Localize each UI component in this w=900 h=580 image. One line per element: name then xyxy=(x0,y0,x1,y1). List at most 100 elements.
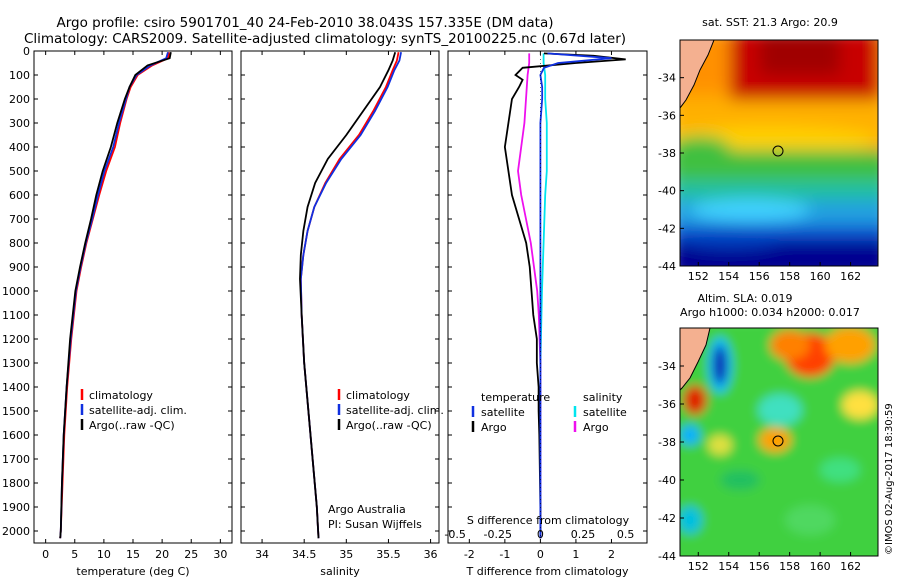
sst-lon-tick-label: 152 xyxy=(688,270,709,283)
temp-legend-label: Argo(..raw -QC) xyxy=(89,419,175,432)
figure-title-line1: Argo profile: csiro 5901701_40 24-Feb-20… xyxy=(57,15,554,31)
sst-lon-tick-label: 156 xyxy=(749,270,770,283)
legend-title-temperature: temperature xyxy=(481,391,550,404)
sst-lon-tick-label: 154 xyxy=(718,270,739,283)
sst-lat-tick-label: -42 xyxy=(658,222,676,235)
sla-lon-tick-label: 156 xyxy=(749,560,770,573)
depth-tick-label: 200 xyxy=(9,93,30,106)
sst-lat-tick-label: -40 xyxy=(658,185,676,198)
depth-tick-label: 1800 xyxy=(2,477,30,490)
sal-x-tick-label: 34.5 xyxy=(292,548,317,561)
sla-map-subtitle: Argo h1000: 0.034 h2000: 0.017 xyxy=(680,306,860,319)
depth-tick-label: 100 xyxy=(9,69,30,82)
sst-map-title: sat. SST: 21.3 Argo: 20.9 xyxy=(702,16,838,29)
diff-series-line xyxy=(503,52,626,539)
sst-lat-tick-label: -38 xyxy=(658,147,676,160)
sla-lat-tick-label: -40 xyxy=(658,474,676,487)
sla-float-marker xyxy=(772,435,784,447)
sla-lat-tick-label: -38 xyxy=(658,436,676,449)
temp-x-tick-label: 15 xyxy=(126,548,140,561)
sla-field xyxy=(680,328,878,556)
sal-legend-label: Argo(..raw -QC) xyxy=(346,419,432,432)
sla-map-title: Altim. SLA: 0.019 xyxy=(697,292,792,305)
sst-map: sat. SST: 21.3 Argo: 20.9 152 xyxy=(658,16,879,283)
depth-tick-label: 700 xyxy=(9,213,30,226)
diff-top-tick-label: 0 xyxy=(537,528,544,541)
depth-tick-label: 1700 xyxy=(2,453,30,466)
diff-legend-label: satellite xyxy=(583,406,627,419)
sla-lon-tick-label: 162 xyxy=(840,560,861,573)
depth-tick-label: 1400 xyxy=(2,381,30,394)
sal-x-tick-label: 36 xyxy=(424,548,438,561)
depth-tick-label: 300 xyxy=(9,117,30,130)
depth-tick-label: 400 xyxy=(9,141,30,154)
temp-x-axis-label: temperature (deg C) xyxy=(76,565,189,578)
sla-map: Altim. SLA: 0.019 Argo h1000: 0.034 h200… xyxy=(658,292,879,573)
sst-lat-tick-label: -36 xyxy=(658,109,676,122)
pi-label: PI: Susan Wijffels xyxy=(328,518,422,531)
diff-x-tick-label: -1 xyxy=(499,548,510,561)
figure-title-line2: Climatology: CARS2009. Satellite-adjuste… xyxy=(24,31,626,47)
sst-lat-tick-label: -34 xyxy=(658,72,676,85)
sst-lon-tick-label: 162 xyxy=(840,270,861,283)
temp-legend-label: climatology xyxy=(89,389,153,402)
temp-x-tick-label: 20 xyxy=(155,548,169,561)
depth-tick-label: 500 xyxy=(9,165,30,178)
temp-plot-frame xyxy=(33,50,233,544)
sla-lat-tick-label: -36 xyxy=(658,398,676,411)
temperature-panel: 0100200300400500600700800900100011001200… xyxy=(2,45,233,578)
depth-tick-label: 1500 xyxy=(2,405,30,418)
depth-tick-label: 600 xyxy=(9,189,30,202)
depth-tick-label: 1200 xyxy=(2,333,30,346)
diff-x-tick-label: 0 xyxy=(537,548,544,561)
diff-x-tick-label: -2 xyxy=(464,548,475,561)
diff-top-tick-label: 0.5 xyxy=(617,528,635,541)
depth-tick-label: 1000 xyxy=(2,285,30,298)
depth-tick-label: 2000 xyxy=(2,525,30,538)
sal-legend-label: satellite-adj. clim. xyxy=(346,404,444,417)
depth-tick-label: 0 xyxy=(23,45,30,58)
diff-top-tick-label: -0.5 xyxy=(444,528,465,541)
sst-lon-tick-label: 160 xyxy=(810,270,831,283)
diff-legend-label: Argo xyxy=(481,421,507,434)
sla-lat-tick-label: -44 xyxy=(658,550,676,563)
temp-x-tick-label: 5 xyxy=(71,548,78,561)
diff-legend-label: Argo xyxy=(583,421,609,434)
sal-x-tick-label: 35.5 xyxy=(376,548,401,561)
sst-lat-tick-label: -44 xyxy=(658,260,676,273)
diff-top-axis-label: S difference from climatology xyxy=(467,514,630,527)
temp-x-tick-label: 25 xyxy=(184,548,198,561)
depth-tick-label: 900 xyxy=(9,261,30,274)
sla-lat-tick-label: -34 xyxy=(658,360,676,373)
temp-series-line xyxy=(59,52,172,539)
sst-float-marker xyxy=(772,145,784,157)
difference-panel: -2 -1 0 1 2 T difference from climatology temp… xyxy=(444,50,648,578)
diff-x-tick-label: 2 xyxy=(608,548,615,561)
sal-x-tick-label: 35 xyxy=(339,548,353,561)
diff-top-tick-label: -0.25 xyxy=(484,528,512,541)
imos-watermark: ©IMOS 02-Aug-2017 18:30:59 xyxy=(884,403,895,555)
temp-x-tick-label: 0 xyxy=(42,548,49,561)
institution-label: Argo Australia xyxy=(328,503,406,516)
sal-x-axis-label: salinity xyxy=(320,565,360,578)
salinity-panel: 34 34.5 35 35.5 36 salinity climatology satelli… xyxy=(240,50,444,578)
diff-legend-label: satellite xyxy=(481,406,525,419)
sla-lon-tick-label: 152 xyxy=(688,560,709,573)
temp-x-tick-label: 10 xyxy=(97,548,111,561)
temp-legend-label: satellite-adj. clim. xyxy=(89,404,187,417)
sal-x-tick-label: 34 xyxy=(255,548,269,561)
sla-lon-tick-label: 160 xyxy=(810,560,831,573)
diff-x-axis-label: T difference from climatology xyxy=(466,565,629,578)
sst-lon-tick-label: 158 xyxy=(779,270,800,283)
diff-top-tick-label: 0.25 xyxy=(571,528,596,541)
sla-lon-tick-label: 158 xyxy=(779,560,800,573)
sal-legend-label: climatology xyxy=(346,389,410,402)
depth-tick-label: 800 xyxy=(9,237,30,250)
sal-series-line xyxy=(299,51,397,539)
temp-x-tick-label: 30 xyxy=(213,548,227,561)
sla-lon-tick-label: 154 xyxy=(718,560,739,573)
sla-lat-tick-label: -42 xyxy=(658,512,676,525)
diff-x-tick-label: 1 xyxy=(572,548,579,561)
depth-tick-label: 1100 xyxy=(2,309,30,322)
